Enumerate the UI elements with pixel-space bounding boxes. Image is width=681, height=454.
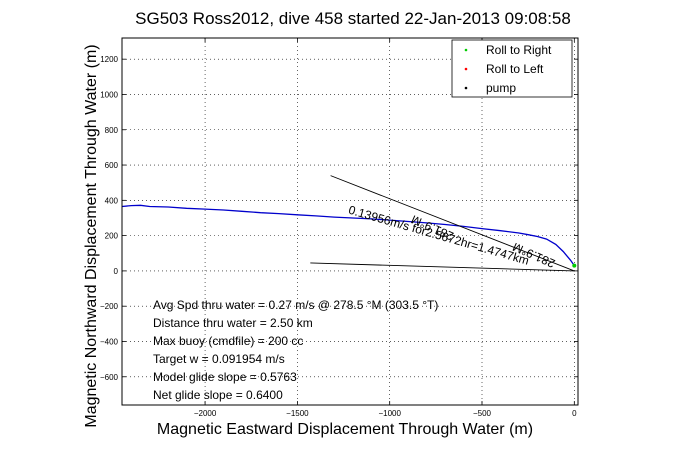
roll-right-point — [572, 263, 577, 268]
axis-ticks: −2000 −1500 −1000 −500 0−600−400−20002004006… — [100, 38, 578, 418]
legend-marker — [464, 48, 468, 52]
stat-line: Target w = 0.091954 m/s — [153, 352, 285, 366]
x-tick-label: −1000 — [378, 409, 401, 418]
x-tick-label: −2000 — [194, 409, 217, 418]
y-tick-label: 800 — [105, 126, 119, 135]
x-tick-label: −1500 — [286, 409, 309, 418]
y-tick-label: −200 — [100, 302, 119, 311]
chart-title: SG503 Ross2012, dive 458 started 22-Jan-… — [135, 9, 571, 28]
legend-marker — [464, 67, 468, 71]
y-tick-label: 200 — [105, 232, 119, 241]
heading-line — [310, 262, 575, 272]
y-tick-label: 600 — [105, 161, 119, 170]
stat-line: Max buoy (cmdfile) = 200 cc — [153, 334, 303, 348]
stat-line: Distance thru water = 2.50 km — [153, 316, 313, 330]
y-tick-label: −600 — [100, 373, 119, 382]
y-tick-label: 0 — [114, 267, 119, 276]
x-tick-label: −500 — [473, 409, 492, 418]
legend-entry: Roll to Left — [486, 62, 544, 76]
y-axis-label: Magnetic Northward Displacement Through … — [83, 44, 100, 427]
y-tick-label: 1200 — [100, 55, 118, 64]
legend-box — [451, 39, 573, 98]
stat-line: Avg Spd thru water = 0.27 m/s @ 278.5 °M… — [153, 298, 438, 312]
lines-layer — [310, 175, 575, 272]
stats-text-block: Avg Spd thru water = 0.27 m/s @ 278.5 °M… — [153, 298, 438, 402]
x-axis-label: Magnetic Eastward Displacement Through W… — [157, 421, 533, 438]
series-layer — [121, 204, 577, 268]
legend-marker — [464, 86, 468, 90]
legend: Roll to Right Roll to Left pump — [451, 39, 573, 98]
axes-frame — [121, 37, 579, 406]
track-series-line — [121, 204, 575, 266]
heading-line — [330, 175, 575, 272]
y-tick-label: −400 — [100, 337, 119, 346]
y-tick-label: 400 — [105, 196, 119, 205]
x-tick-label: 0 — [572, 409, 577, 418]
stat-line: Net glide slope = 0.6400 — [153, 388, 283, 402]
legend-entry: pump — [486, 81, 516, 95]
y-tick-label: 1000 — [100, 90, 118, 99]
legend-entry: Roll to Right — [486, 43, 552, 57]
stat-line: Model glide slope = 0.5763 — [153, 370, 297, 384]
